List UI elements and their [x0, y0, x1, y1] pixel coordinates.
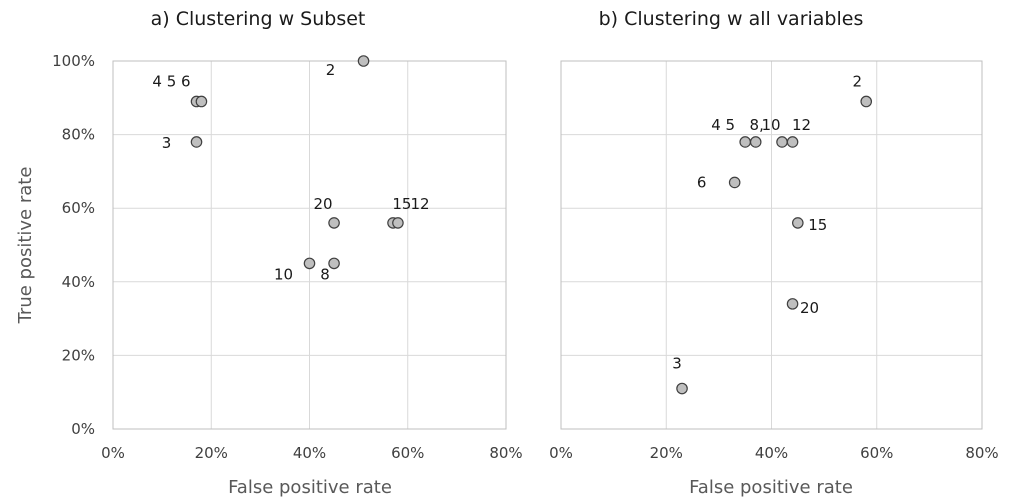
- panel-b-x-tick-label: 40%: [755, 444, 788, 462]
- panel-b-data-point: [676, 382, 688, 395]
- panel-b-data-point: [776, 136, 788, 148]
- y-axis-label: True positive rate: [15, 167, 36, 325]
- panel-a-y-tick-label: 0%: [71, 420, 95, 438]
- panel-b-point-label: 6: [697, 173, 707, 191]
- panel-a-point-label: 20: [314, 195, 333, 213]
- panel-a-title: a) Clustering w Subset: [151, 8, 366, 30]
- panel-a-data-point: [328, 257, 340, 270]
- panel-b-x-axis-label: False positive rate: [689, 477, 853, 498]
- panel-a-point-label: 8: [320, 265, 330, 283]
- panel-a-x-tick-label: 0%: [101, 444, 125, 462]
- panel-a-x-tick-label: 80%: [489, 444, 522, 462]
- panel-b-data-point: [792, 217, 804, 229]
- panel-b-plot-frame: [560, 60, 983, 430]
- panel-a-x-tick-label: 40%: [293, 444, 326, 462]
- panel-a-plot-frame: [112, 60, 507, 430]
- panel-b-point-label: 15: [808, 216, 827, 234]
- panel-a-data-point: [328, 217, 340, 229]
- panel-a-point-label: 2: [326, 61, 336, 79]
- panel-a-y-tick-label: 40%: [62, 273, 95, 291]
- panel-b-data-point: [860, 95, 873, 108]
- panel-b-data-point: [728, 176, 741, 189]
- panel-a-data-point: [190, 136, 203, 148]
- panel-b-x-tick-label: 0%: [549, 444, 573, 462]
- panel-b-point-label: 2: [852, 72, 862, 90]
- panel-b-x-tick-label: 80%: [965, 444, 998, 462]
- panel-b-title: b) Clustering w all variables: [599, 8, 864, 30]
- panel-a-data-point: [303, 257, 316, 270]
- panel-a-plot: 0% 20% 40% 60% 80% 0% 20% 40% 60% 80% 100% 2 4 5 6 3 2…: [52, 52, 523, 462]
- panel-a-x-tick-label: 20%: [195, 444, 228, 462]
- panel-b-point-label: 8,: [750, 116, 764, 134]
- panel-b-point-label: 3: [672, 355, 682, 373]
- panel-a-y-tick-label: 60%: [62, 199, 95, 217]
- panel-a-point-label: 4 5 6: [152, 72, 190, 90]
- panel-a-data-point: [195, 95, 208, 108]
- panel-b-data-point: [786, 298, 799, 310]
- panel-b-x-tick-label: 20%: [650, 444, 683, 462]
- panel-b-data-point: [786, 136, 799, 148]
- panel-b-x-tick-label: 60%: [860, 444, 893, 462]
- panel-a-y-tick-label: 100%: [52, 52, 95, 70]
- panel-a-y-tick-label: 20%: [62, 346, 95, 364]
- panel-b-point-label: 10: [761, 116, 780, 134]
- panel-b-point-label: 4 5: [711, 116, 735, 134]
- panel-a-point-label: 15: [392, 195, 411, 213]
- panel-a-point-label: 12: [410, 195, 429, 213]
- panel-a-x-axis-label: False positive rate: [228, 477, 392, 498]
- panel-b-plot: 0% 20% 40% 60% 80% 2 4 5 8,10 12 6 15 20 3: [549, 60, 999, 462]
- panel-b-data-point: [749, 136, 762, 148]
- panel-a-data-point: [392, 217, 404, 229]
- panel-a-y-tick-label: 80%: [62, 126, 95, 144]
- panel-b-point-label: 20: [800, 299, 819, 317]
- panel-b-data-point: [739, 136, 751, 148]
- panel-a-point-label: 3: [162, 134, 172, 152]
- panel-a-point-label: 10: [274, 265, 293, 283]
- panel-b-point-label: 12: [792, 116, 811, 134]
- panel-a-data-point: [357, 55, 370, 67]
- panel-a-x-tick-label: 60%: [391, 444, 424, 462]
